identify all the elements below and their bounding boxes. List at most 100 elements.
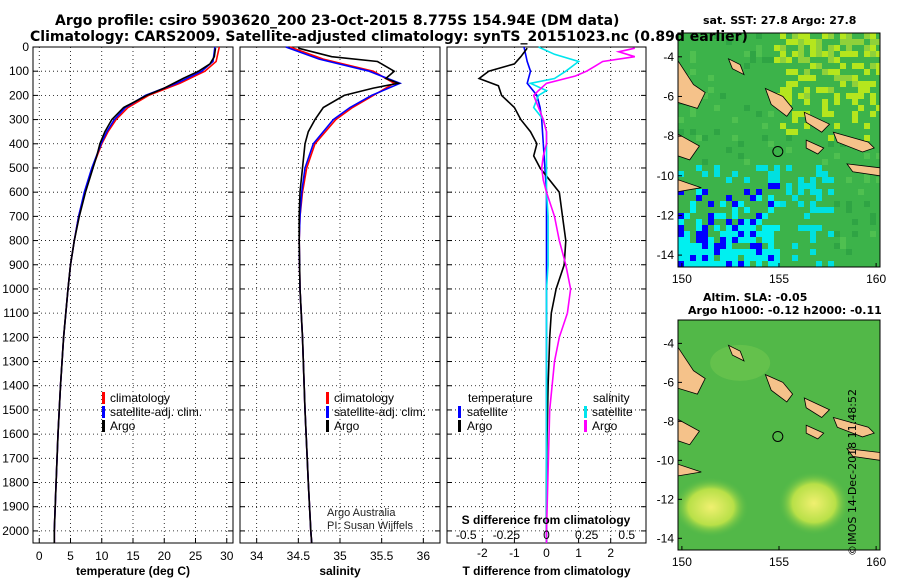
field-cell: [798, 201, 804, 207]
field-cell: [732, 213, 738, 219]
y-tick-label: 1100: [3, 306, 29, 320]
legend-label: climatology: [110, 391, 170, 405]
field-cell: [774, 201, 780, 207]
field-cell: [714, 243, 720, 249]
field-cell: [846, 207, 852, 213]
field-cell: [768, 201, 774, 207]
field-cell: [762, 213, 768, 219]
field-cell: [768, 57, 774, 63]
field-cell: [696, 219, 702, 225]
field-cell: [792, 33, 798, 39]
series-line-s-argo: [532, 47, 636, 543]
panel-differences: -2 -1 0 1 2 T difference from climatology: [446, 46, 647, 578]
field-cell: [738, 141, 744, 147]
field-cell: [702, 237, 708, 243]
field-cell: [798, 33, 804, 39]
field-cell: [768, 225, 774, 231]
field-cell: [690, 57, 696, 63]
field-cell: [774, 171, 780, 177]
field-cell: [828, 135, 834, 141]
field-cell: [792, 243, 798, 249]
field-cell: [762, 123, 768, 129]
field-cell: [684, 243, 690, 249]
field-cell: [804, 87, 810, 93]
series-line-satellite-adj.-clim.: [53, 46, 216, 543]
field-cell: [702, 159, 708, 165]
map-y-tick-label: -14: [657, 531, 675, 545]
field-cell: [732, 117, 738, 123]
field-cell: [774, 225, 780, 231]
figure-title-line2: Climatology: CARS2009. Satellite-adjuste…: [30, 29, 748, 45]
field-cell: [756, 45, 762, 51]
field-cell: [786, 129, 792, 135]
legend-label: Argo: [592, 419, 618, 433]
field-cell: [810, 231, 816, 237]
field-cell: [768, 231, 774, 237]
legend-swatch: [102, 392, 105, 404]
field-cell: [840, 75, 846, 81]
field-cell: [690, 243, 696, 249]
field-cell: [786, 93, 792, 99]
field-cell: [732, 249, 738, 255]
field-cell: [726, 177, 732, 183]
field-cell: [756, 111, 762, 117]
x-tick-label: 34: [250, 549, 264, 563]
field-cell: [798, 93, 804, 99]
x-tick-label: 10: [95, 549, 109, 563]
map-x-tick-label: 150: [672, 555, 692, 569]
field-cell: [792, 39, 798, 45]
field-cell: [816, 51, 822, 57]
field-cell: [744, 177, 750, 183]
field-cell: [852, 39, 858, 45]
field-cell: [816, 45, 822, 51]
field-cell: [822, 33, 828, 39]
field-cell: [792, 117, 798, 123]
field-cell: [864, 201, 870, 207]
field-cell: [852, 111, 858, 117]
field-cell: [828, 231, 834, 237]
field-cell: [822, 111, 828, 117]
field-cell: [810, 63, 816, 69]
field-cell: [828, 57, 834, 63]
map-y-tick-label: -14: [657, 248, 675, 262]
field-cell: [762, 255, 768, 261]
field-cell: [732, 261, 738, 267]
field-cell: [714, 33, 720, 39]
field-cell: [804, 39, 810, 45]
field-cell: [870, 39, 876, 45]
field-cell: [690, 105, 696, 111]
field-cell: [738, 249, 744, 255]
field-cell: [744, 261, 750, 267]
field-cell: [870, 51, 876, 57]
field-cell: [768, 255, 774, 261]
field-cell: [738, 201, 744, 207]
field-cell: [762, 249, 768, 255]
field-cell: [852, 117, 858, 123]
series-line-climatology: [53, 46, 221, 543]
field-cell: [714, 171, 720, 177]
field-cell: [720, 237, 726, 243]
land-new-britain: [678, 346, 706, 395]
field-cell: [804, 93, 810, 99]
map-sla-map: 150 155 160 -4 -6 -8 -10 -12 -14: [657, 319, 886, 569]
field-cell: [822, 69, 828, 75]
field-cell: [846, 201, 852, 207]
field-cell: [714, 165, 720, 171]
field-cell: [726, 243, 732, 249]
x-tick-label: 30: [220, 549, 234, 563]
field-cell: [810, 183, 816, 189]
legend-label: satellite-adj. clim.: [334, 405, 426, 419]
field-cell: [864, 69, 870, 75]
field-cell: [702, 231, 708, 237]
field-cell: [726, 249, 732, 255]
field-cell: [858, 93, 864, 99]
field-cell: [852, 51, 858, 57]
field-cell: [822, 51, 828, 57]
field-cell: [756, 195, 762, 201]
field-cell: [816, 39, 822, 45]
field-cell: [744, 105, 750, 111]
field-cell: [864, 51, 870, 57]
field-cell: [714, 105, 720, 111]
field-cell: [822, 105, 828, 111]
